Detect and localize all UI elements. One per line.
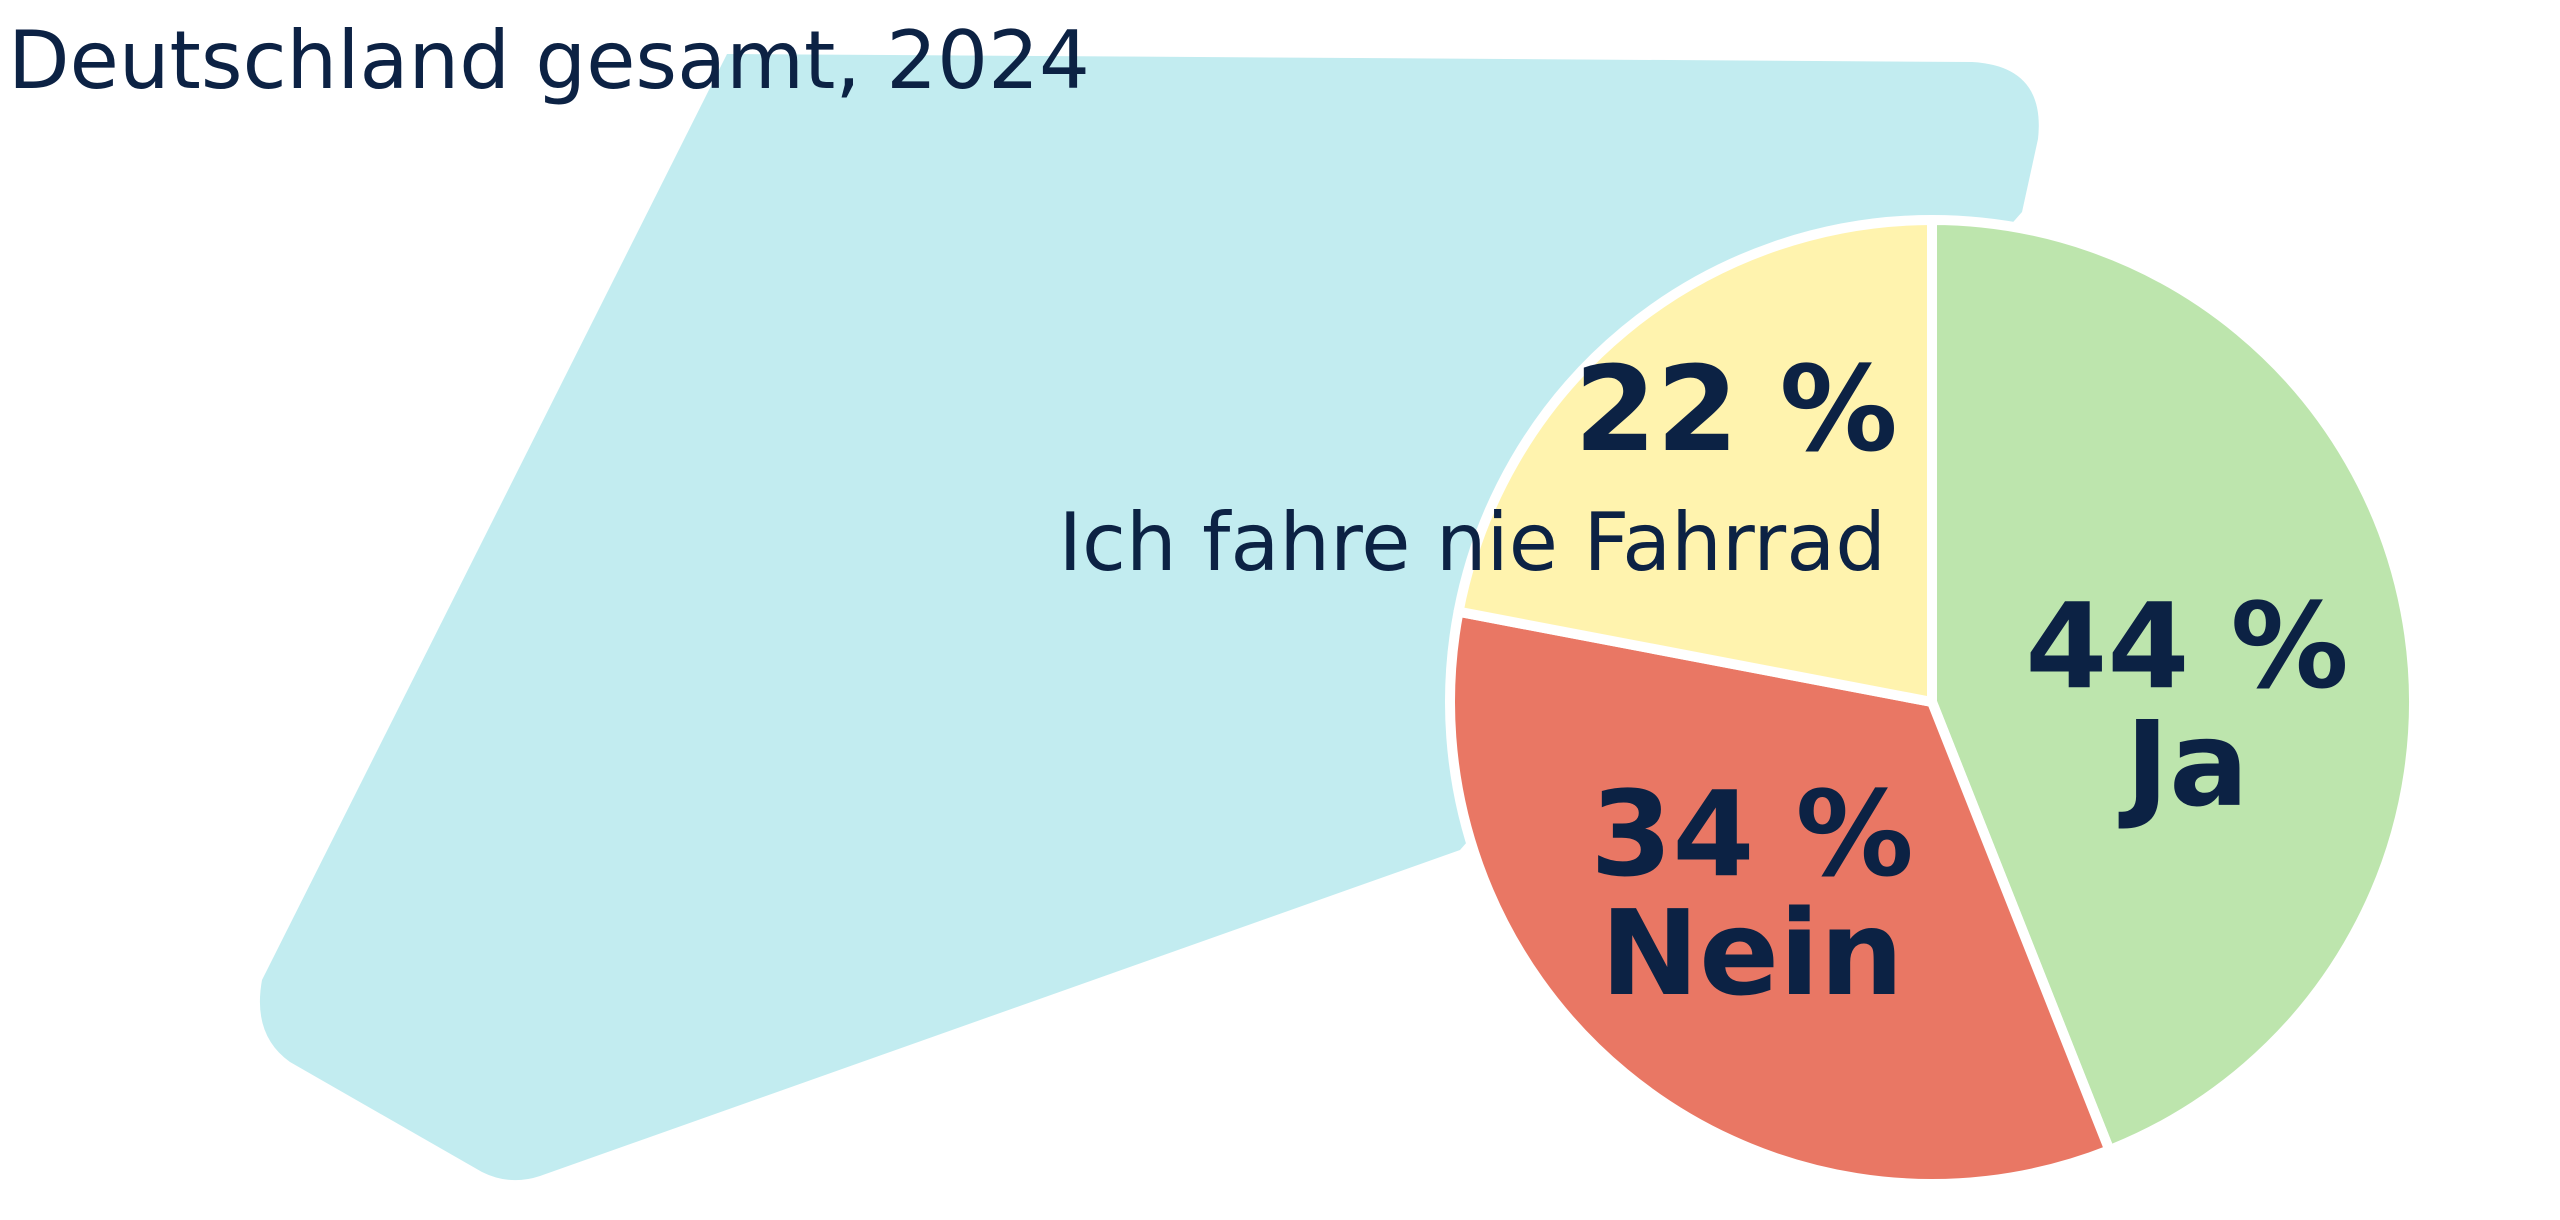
value-label: 34 % <box>1590 765 1914 903</box>
pie-slice <box>1927 215 2419 1156</box>
chart-title: Deutschland gesamt, 2024 <box>8 14 1090 107</box>
category-label: Ja <box>2118 695 2249 833</box>
value-label: 44 % <box>2025 577 2349 715</box>
background-shape <box>259 54 2039 1181</box>
category-label: Ich fahre nie Fahrrad <box>1058 496 1886 589</box>
pie-slice <box>1453 215 1937 707</box>
pie-slice <box>1445 606 2115 1189</box>
category-label: Nein <box>1600 884 1903 1022</box>
value-label: 22 % <box>1574 340 1898 478</box>
